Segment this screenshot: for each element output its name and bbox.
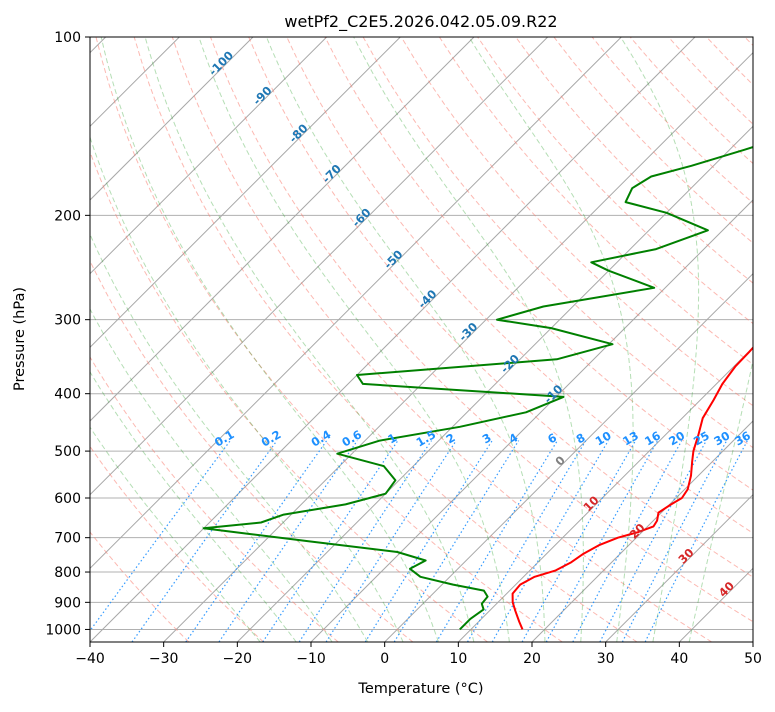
y-tick-label: 700: [54, 531, 81, 547]
y-tick-label: 900: [54, 595, 81, 611]
y-tick-label: 300: [54, 313, 81, 329]
x-tick-label: −20: [223, 651, 253, 667]
x-tick-label: 40: [670, 651, 688, 667]
y-tick-label: 800: [54, 565, 81, 581]
x-tick-label: −30: [149, 651, 179, 667]
y-tick-label: 1000: [45, 622, 81, 638]
y-tick-label: 500: [54, 444, 81, 460]
x-tick-label: 50: [744, 651, 762, 667]
y-tick-label: 600: [54, 491, 81, 507]
x-tick-label: −10: [296, 651, 326, 667]
x-tick-label: −40: [75, 651, 105, 667]
x-tick-label: 30: [597, 651, 615, 667]
x-tick-label: 0: [380, 651, 389, 667]
chart-title: wetPf2_C2E5.2026.042.05.09.R22: [284, 12, 557, 32]
x-axis-title: Temperature (°C): [357, 681, 483, 697]
x-tick-label: 10: [449, 651, 467, 667]
x-tick-label: 20: [523, 651, 541, 667]
y-tick-label: 100: [54, 30, 81, 46]
y-tick-label: 400: [54, 387, 81, 403]
y-tick-label: 200: [54, 208, 81, 224]
y-axis-title: Pressure (hPa): [12, 287, 28, 391]
